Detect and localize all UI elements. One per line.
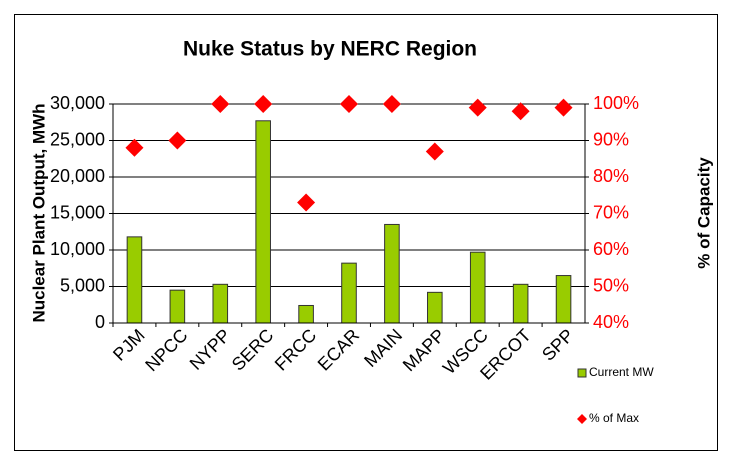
- y2-axis-label: % of Capacity: [694, 157, 713, 269]
- bar: [126, 236, 143, 324]
- bar: [255, 120, 271, 324]
- bar: [169, 289, 186, 324]
- y2-tick-label: 40%: [593, 312, 629, 332]
- y-tick-label: 25,000: [50, 129, 105, 149]
- y2-tick-label: 60%: [593, 239, 629, 259]
- diamond-marker: [340, 95, 358, 113]
- y-axis-label: Nuclear Plant Output, MWh: [29, 103, 48, 322]
- y2-tick-label: 90%: [593, 129, 629, 149]
- diamond-marker: [468, 98, 487, 117]
- chart-border: [14, 14, 718, 451]
- bar: [555, 275, 572, 324]
- bar: [512, 283, 529, 324]
- diamond-marker: [297, 193, 316, 212]
- chart-title: Nuke Status by NERC Region: [183, 38, 477, 61]
- diamond-marker: [425, 142, 444, 161]
- y2-tick-label: 70%: [593, 202, 629, 222]
- diamond-marker: [254, 95, 273, 113]
- bar: [384, 223, 400, 324]
- diamond-marker: [125, 138, 144, 157]
- bar: [298, 304, 314, 324]
- diamond-marker: [211, 95, 230, 113]
- diamond-marker: [168, 131, 187, 150]
- y-tick-label: 30,000: [50, 93, 105, 113]
- bar: [469, 251, 486, 324]
- y2-tick-label: 100%: [593, 93, 639, 113]
- y2-tick-label: 50%: [593, 275, 629, 295]
- y-tick-label: 5,000: [60, 275, 105, 295]
- bar: [341, 262, 357, 324]
- legend-swatch: [577, 414, 587, 424]
- y2-tick-label: 80%: [593, 166, 629, 186]
- y-tick-label: 0: [95, 312, 105, 332]
- y-tick-label: 15,000: [50, 202, 105, 222]
- bar: [212, 283, 229, 324]
- legend-swatch: [577, 368, 587, 378]
- diamond-marker: [382, 95, 401, 113]
- y-tick-label: 20,000: [50, 166, 105, 186]
- diamond-marker: [511, 102, 530, 121]
- y-tick-label: 10,000: [50, 239, 105, 259]
- bar: [427, 291, 443, 324]
- legend-label: % of Max: [589, 411, 639, 425]
- legend-label: Current MW: [589, 365, 654, 379]
- diamond-marker: [554, 98, 573, 117]
